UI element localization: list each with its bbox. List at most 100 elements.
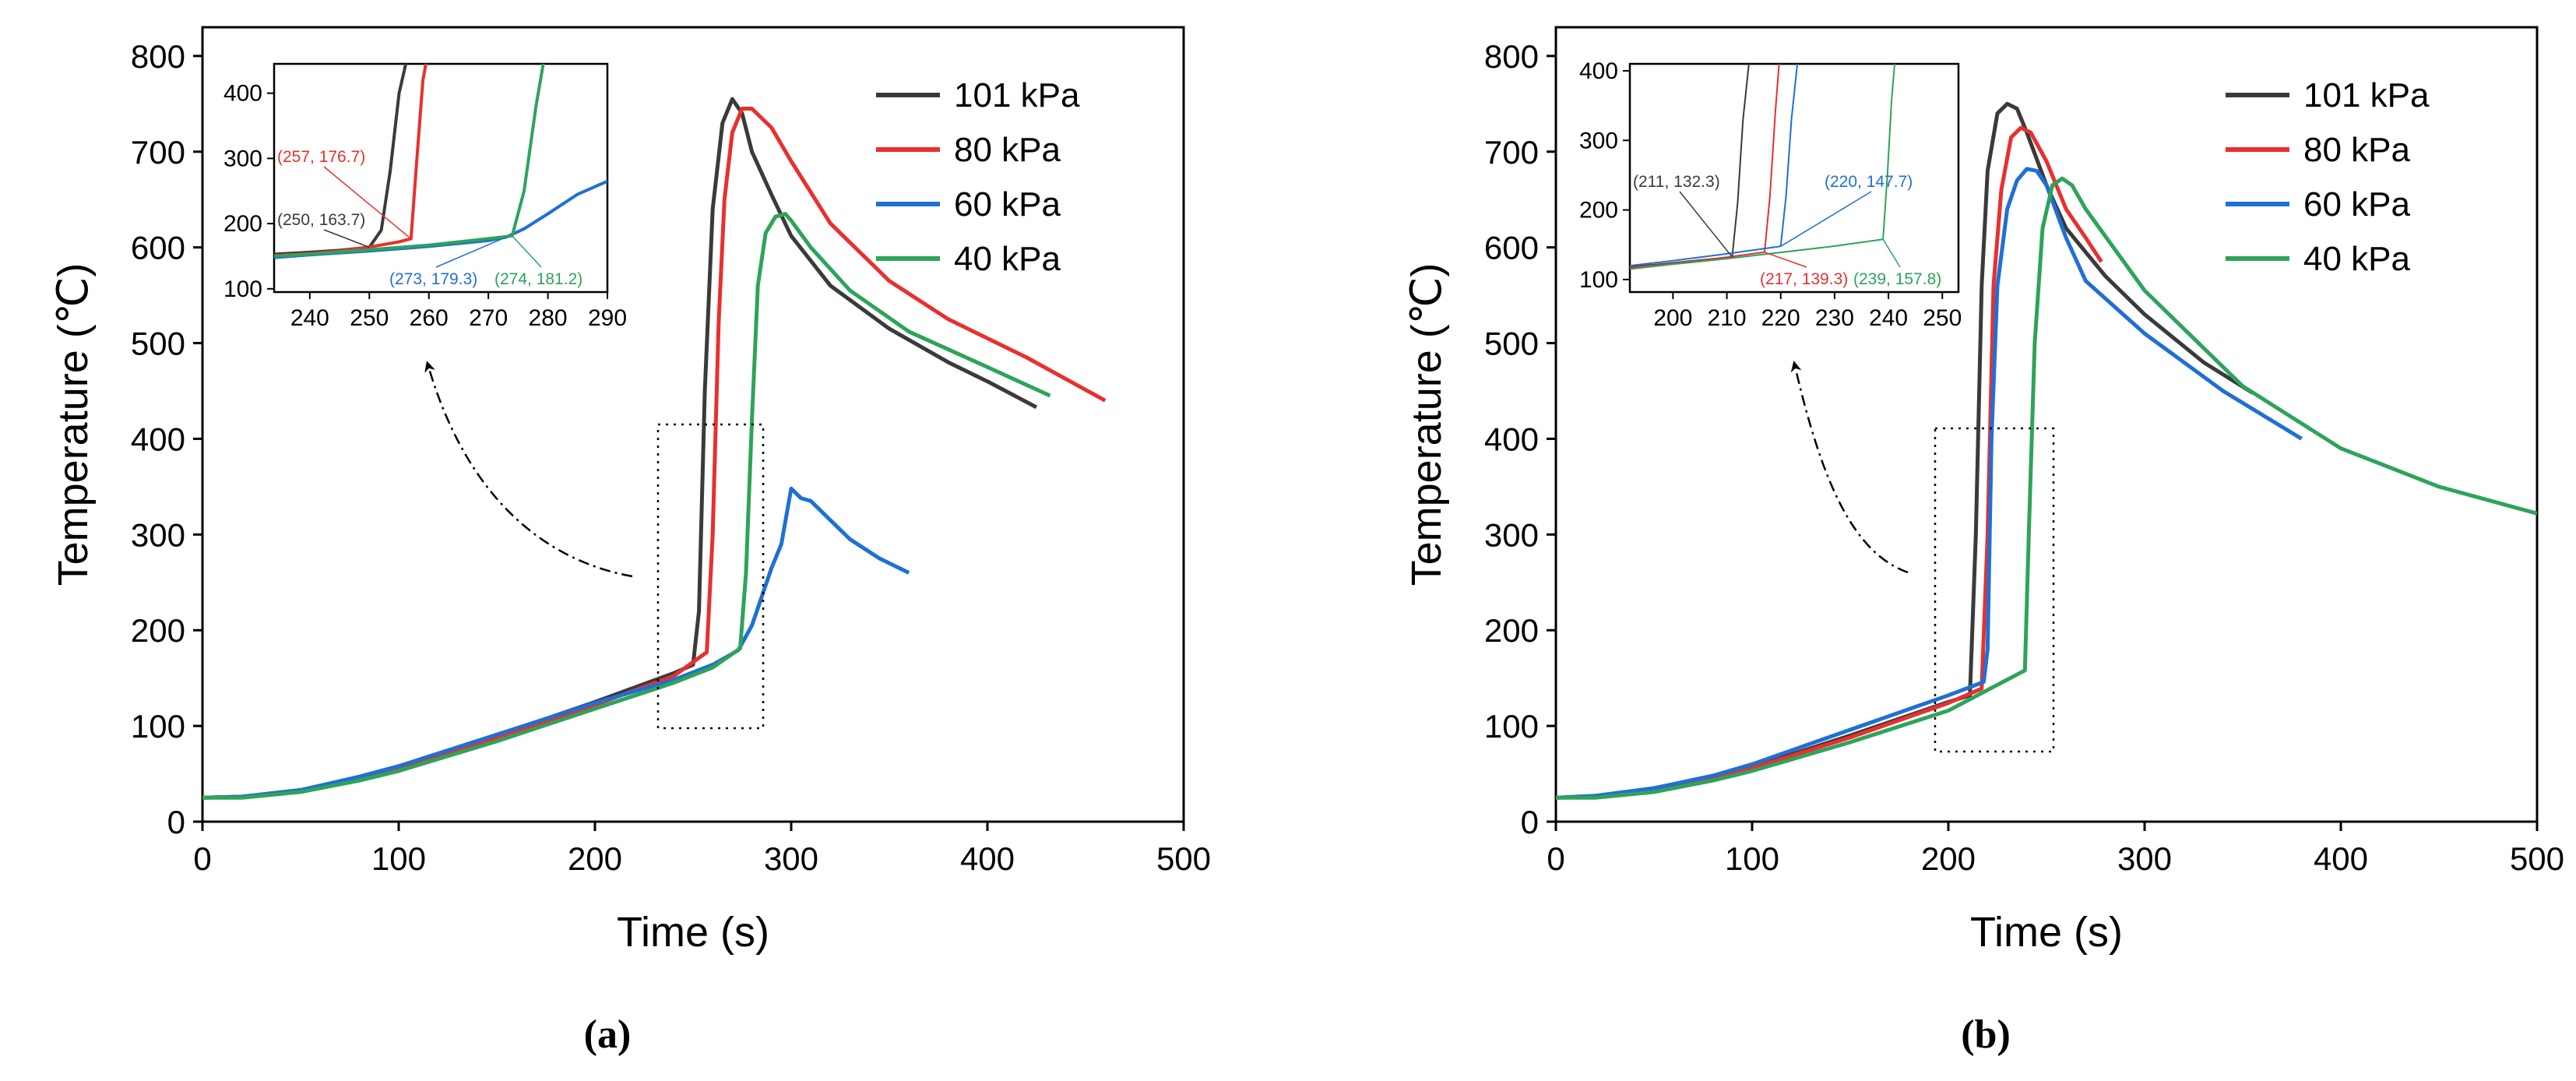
y-tick-label: 600 <box>131 230 185 266</box>
legend: 101 kPa 80 kPa 60 kPa 40 kPa <box>876 76 1080 278</box>
inset-frame <box>273 62 609 294</box>
x-tick-label: 400 <box>960 840 1015 877</box>
inset-annotation-leader <box>1780 191 1872 247</box>
y-tick-label: 300 <box>1484 516 1539 553</box>
inset-x-tick-label: 260 <box>410 305 449 331</box>
inset-y-tick-label: 100 <box>223 276 262 302</box>
panel-label: (a) <box>584 1012 632 1057</box>
x-axis-label: Time (s) <box>1970 909 2123 956</box>
legend-label: 80 kPa <box>954 131 1061 169</box>
x-tick-label: 200 <box>1921 840 1976 877</box>
inset-frame <box>1628 62 1960 294</box>
inset-x-tick-label: 240 <box>290 305 329 331</box>
legend-label: 40 kPa <box>2303 240 2411 278</box>
inset-y-tick-label: 300 <box>1579 128 1618 153</box>
y-tick-label: 100 <box>1484 708 1539 745</box>
series-line-40-kpa <box>202 212 1051 800</box>
x-tick-label: 0 <box>193 840 211 877</box>
y-tick-label: 0 <box>167 804 185 840</box>
y-tick-label: 200 <box>1484 612 1539 649</box>
legend-label: 60 kPa <box>2303 185 2411 224</box>
inset-annotation: (211, 132.3) <box>1633 173 1720 191</box>
inset-annotation: (217, 139.3) <box>1760 270 1848 288</box>
inset-annotation: (273, 179.3) <box>389 270 477 288</box>
x-tick-label: 500 <box>1156 840 1211 877</box>
inset-chart: 200 210 220 230 240 250 100 200 300 400 (211, 132.… <box>1579 58 1962 331</box>
x-tick-label: 300 <box>2117 840 2172 877</box>
inset-annotation: (274, 181.2) <box>494 270 582 288</box>
inset-annotation-leader <box>1764 252 1807 268</box>
y-tick-label: 700 <box>1484 134 1539 171</box>
zoom-arrow <box>1790 361 1909 574</box>
inset-x-tick-label: 290 <box>588 305 627 331</box>
plot-frame <box>201 26 1185 823</box>
chart-panel-b: 0 100 200 300 400 500 0 100 200 300 400 500 600 700 80… <box>1403 26 2564 1057</box>
x-tick-label: 300 <box>764 840 818 877</box>
y-tick-label: 100 <box>131 708 185 745</box>
x-tick-label: 100 <box>1725 840 1779 877</box>
inset-annotation: (257, 176.7) <box>277 148 365 166</box>
series-group <box>202 97 1107 800</box>
inset-x-tick-label: 210 <box>1707 305 1746 331</box>
y-tick-label: 500 <box>131 326 185 362</box>
inset-annotation-leader <box>512 235 542 268</box>
zoom-arrow <box>424 361 633 578</box>
legend-label: 101 kPa <box>2303 76 2430 114</box>
legend-label: 101 kPa <box>954 76 1080 114</box>
inset-y-tick-label: 400 <box>223 81 262 107</box>
y-axis-label: Temperature (℃) <box>1403 263 1450 586</box>
x-tick-label: 100 <box>371 840 426 877</box>
inset-x-tick-label: 200 <box>1653 305 1692 331</box>
series-line-60-kpa <box>202 486 910 800</box>
y-tick-label: 400 <box>1484 421 1539 457</box>
y-axis-label: Temperature (℃) <box>50 263 97 586</box>
y-tick-label: 400 <box>131 421 185 457</box>
x-tick-label: 0 <box>1547 840 1564 877</box>
inset-x-tick-label: 240 <box>1869 305 1908 331</box>
inset-annotation-leader <box>1679 191 1733 258</box>
y-tick-label: 200 <box>131 612 185 649</box>
inset-x-tick-label: 230 <box>1815 305 1854 331</box>
x-tick-label: 200 <box>568 840 622 877</box>
y-tick-label: 800 <box>1484 38 1539 75</box>
inset-annotation: (250, 163.7) <box>277 211 365 229</box>
inset-y-tick-label: 200 <box>1579 198 1618 224</box>
x-axis-label: Time (s) <box>617 909 769 956</box>
inset-annotation-leader <box>1882 238 1901 268</box>
legend-label: 60 kPa <box>954 185 1061 224</box>
legend-label: 40 kPa <box>954 240 1061 278</box>
inset-series-line-40-kpa <box>274 64 545 258</box>
inset-annotation-leader <box>323 166 412 240</box>
chart-panel-a: 0 100 200 300 400 500 0 100 200 300 400 500 600 700 80… <box>50 26 1211 1057</box>
zoom-region-box <box>1934 427 2055 753</box>
inset-x-tick-label: 250 <box>350 305 389 331</box>
inset-y-tick-label: 100 <box>1579 267 1618 293</box>
inset-annotation: (239, 157.8) <box>1853 270 1941 288</box>
series-group <box>1556 101 2537 800</box>
inset-chart: 240 250 260 270 280 290 100 200 300 400 (257, 176.… <box>223 62 627 331</box>
y-tick-label: 300 <box>131 516 185 553</box>
plot-frame <box>1554 26 2539 823</box>
inset-series-line-40-kpa <box>1630 64 1896 270</box>
inset-x-tick-label: 250 <box>1923 305 1962 331</box>
y-tick-label: 0 <box>1521 804 1539 840</box>
y-tick-label: 800 <box>131 38 185 75</box>
series-line-40-kpa <box>1556 176 2537 800</box>
x-tick-label: 400 <box>2314 840 2368 877</box>
inset-x-tick-label: 270 <box>469 305 508 331</box>
inset-y-tick-label: 300 <box>223 146 262 171</box>
inset-annotation-leader <box>435 236 507 268</box>
inset-annotation: (220, 147.7) <box>1825 173 1913 191</box>
inset-x-tick-label: 280 <box>529 305 568 331</box>
inset-y-tick-label: 400 <box>1579 58 1618 84</box>
series-line-60-kpa <box>1556 167 2303 800</box>
panel-label: (b) <box>1961 1012 2011 1057</box>
legend-label: 80 kPa <box>2303 131 2411 169</box>
y-tick-label: 600 <box>1484 230 1539 266</box>
inset-x-tick-label: 220 <box>1761 305 1800 331</box>
y-tick-label: 500 <box>1484 326 1539 362</box>
inset-series-group <box>274 64 607 259</box>
inset-y-tick-label: 200 <box>223 211 262 237</box>
y-tick-label: 700 <box>131 134 185 171</box>
